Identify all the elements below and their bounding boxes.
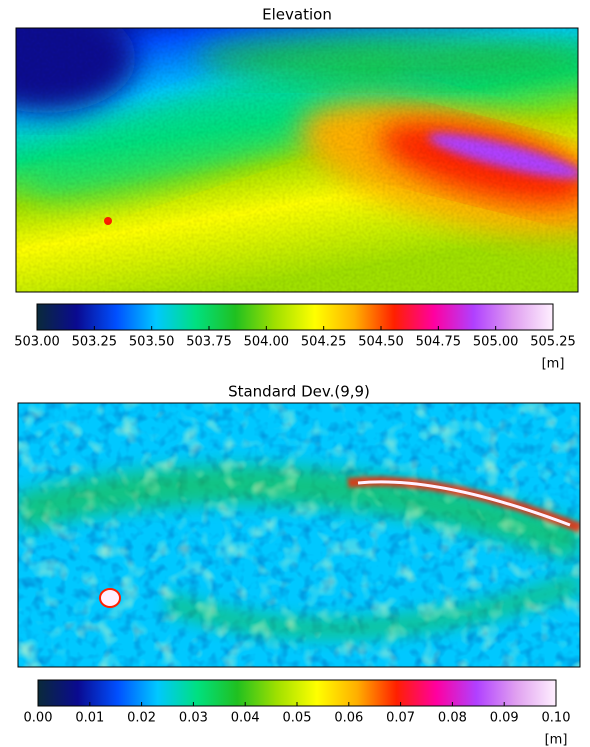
image-frame bbox=[17, 402, 581, 668]
texture bbox=[18, 403, 580, 667]
colorbar-tick-label: 0.07 bbox=[386, 711, 415, 726]
colorbar-label: [m] bbox=[542, 357, 565, 372]
colorbar-tick-label: 0.02 bbox=[127, 711, 156, 726]
colorbar-tick-label: 0.03 bbox=[179, 711, 208, 726]
streak bbox=[357, 480, 571, 527]
image-frame bbox=[15, 27, 579, 293]
chart-title: Standard Dev.(9,9) bbox=[228, 383, 370, 401]
colorbar-tick-label: 504.50 bbox=[358, 335, 404, 350]
colorbar-tick-label: 0.09 bbox=[490, 711, 519, 726]
colorbar-tick-label: 503.00 bbox=[14, 335, 60, 350]
heatmap-image bbox=[18, 403, 580, 667]
chart-title: Elevation bbox=[262, 6, 332, 24]
blob bbox=[99, 588, 121, 608]
colorbar-tick-label: 503.50 bbox=[129, 335, 175, 350]
colorbar-tick-label: 504.00 bbox=[244, 335, 290, 350]
colorbar-tick-label: 0.06 bbox=[334, 711, 363, 726]
colorbar-label: [m] bbox=[545, 733, 568, 747]
heatmap-image bbox=[16, 28, 578, 292]
colorbar-tick-label: 0.04 bbox=[231, 711, 260, 726]
colorbar-tick-label: 0.10 bbox=[542, 711, 571, 726]
colorbar-tick-label: 504.25 bbox=[301, 335, 347, 350]
colorbar-tick-label: 0.01 bbox=[75, 711, 104, 726]
colorbar-tick-label: 505.00 bbox=[473, 335, 519, 350]
colorbar-tick-label: 0.05 bbox=[283, 711, 312, 726]
colorbar-tick-label: 0.00 bbox=[24, 711, 53, 726]
colorbar-tick-label: 505.25 bbox=[530, 335, 576, 350]
colorbar bbox=[36, 303, 554, 331]
colorbar-tick-label: 0.08 bbox=[438, 711, 467, 726]
colorbar-tick-label: 503.25 bbox=[72, 335, 118, 350]
colorbar-tick-label: 504.75 bbox=[416, 335, 462, 350]
texture bbox=[16, 28, 578, 292]
colorbar-tick-label: 503.75 bbox=[186, 335, 232, 350]
